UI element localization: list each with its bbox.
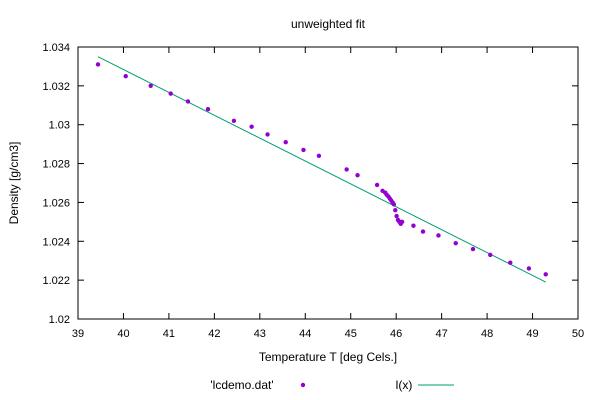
y-tick-label: 1.02 (49, 314, 70, 326)
y-tick-label: 1.022 (42, 275, 70, 287)
data-point (168, 91, 173, 96)
x-tick-label: 45 (345, 328, 357, 340)
plot-border (77, 46, 579, 320)
data-point (265, 132, 270, 137)
data-point (488, 252, 493, 258)
x-tick-label: 43 (254, 328, 266, 340)
x-tick-label: 50 (572, 328, 584, 340)
data-point (543, 272, 548, 277)
y-tick-label: 1.026 (42, 197, 70, 209)
x-tick-label: 47 (436, 328, 448, 340)
chart-title: unweighted fit (291, 17, 366, 31)
legend-label-lx: l(x) (396, 378, 413, 392)
x-tick-label: 42 (208, 328, 220, 340)
y-tick-label: 1.034 (42, 42, 70, 54)
data-point (374, 182, 380, 188)
data-point (399, 219, 405, 225)
data-point (205, 106, 211, 112)
y-tick-label: 1.024 (42, 236, 70, 248)
data-point (411, 223, 416, 228)
data-point (316, 153, 322, 158)
data-point (393, 208, 398, 213)
data-point (420, 229, 426, 234)
y-tick-label: 1.032 (42, 81, 70, 93)
data-point (355, 173, 360, 178)
x-tick-label: 44 (299, 328, 311, 340)
x-tick-label: 41 (163, 328, 175, 340)
data-point (301, 147, 306, 153)
x-tick-label: 46 (390, 328, 402, 340)
y-tick-label: 1.028 (42, 159, 70, 171)
data-point (344, 167, 349, 172)
data-point (249, 124, 254, 129)
data-point (508, 260, 513, 265)
x-tick-label: 39 (72, 328, 84, 340)
legend-label-lcdemo: 'lcdemo.dat' (210, 378, 273, 392)
data-point (185, 99, 191, 104)
data-point (436, 233, 441, 238)
data-point (231, 118, 237, 124)
data-point (95, 62, 101, 67)
data-point (123, 73, 128, 79)
data-point (391, 202, 397, 207)
fit-line-lx (97, 56, 546, 283)
x-tick-label: 48 (481, 328, 493, 340)
data-point (283, 140, 288, 145)
data-point (453, 241, 458, 246)
legend-marker-lcdemo (300, 382, 306, 388)
y-tick-label: 1.03 (49, 120, 70, 132)
x-tick-label: 40 (117, 328, 129, 340)
data-point (470, 246, 476, 252)
data-point (394, 213, 399, 219)
x-axis-label: Temperature T [deg Cels.] (259, 350, 397, 364)
x-tick-label: 49 (526, 328, 538, 340)
data-point (526, 266, 532, 271)
y-axis-label: Density [g/cm3] (7, 142, 21, 225)
data-point (148, 83, 153, 89)
